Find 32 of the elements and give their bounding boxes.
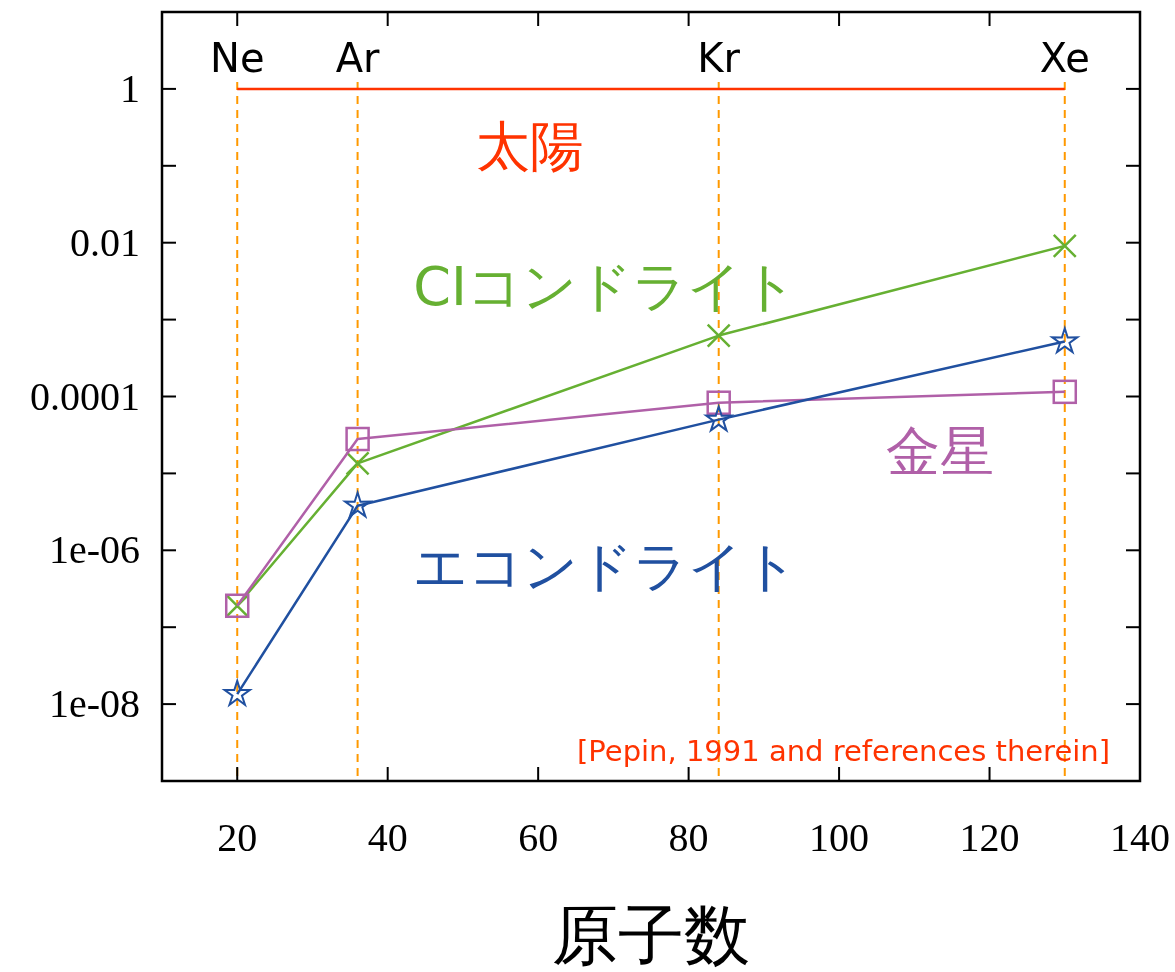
ref-line-label: Kr [697, 35, 741, 81]
series-label: 太陽 [476, 115, 584, 178]
point [1052, 379, 1078, 405]
x-tick-label: 140 [1110, 815, 1170, 860]
point [1052, 233, 1078, 259]
annotation: [Pepin, 1991 and references therein] [577, 734, 1110, 768]
series-label: CIコンドライト [413, 255, 797, 318]
x-tick-label: 80 [668, 815, 709, 860]
series-label: 金星 [886, 420, 994, 483]
ref-line-label: Ar [335, 35, 381, 81]
x-tick-label: 20 [217, 815, 258, 860]
series-label: エコンドライト [412, 535, 798, 598]
point [706, 390, 731, 415]
ref-line-label: Ne [209, 35, 265, 81]
y-tick-label: 1e-06 [48, 527, 140, 573]
x-tick-label: 40 [367, 815, 408, 860]
y-tick-label: 0.0001 [30, 373, 140, 419]
x-tick-label: 60 [518, 815, 559, 860]
y-tick-label: 0.01 [70, 219, 140, 265]
point [706, 323, 731, 348]
point [703, 403, 735, 433]
point [345, 426, 370, 452]
point [345, 451, 370, 476]
point [1049, 325, 1081, 355]
ref-line-label: Xe [1039, 35, 1090, 81]
x-tick-label: 100 [809, 815, 870, 860]
y-tick-label: 1 [120, 65, 140, 111]
point [221, 677, 253, 708]
point [342, 489, 373, 519]
x-tick-label: 120 [959, 815, 1020, 860]
y-tick-label: 1e-08 [48, 681, 140, 727]
x-axis-title: 原子数 [552, 897, 750, 972]
